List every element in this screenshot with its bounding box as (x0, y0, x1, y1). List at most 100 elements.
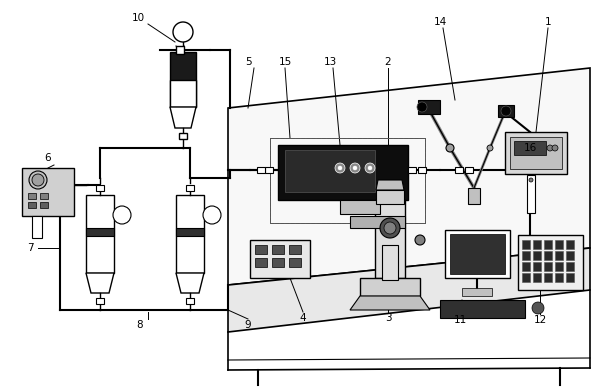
Bar (250, 240, 310, 278)
Circle shape (384, 222, 396, 234)
Bar (28, 202, 36, 208)
Bar (86, 195, 114, 273)
Bar (285, 150, 375, 192)
Bar (555, 251, 563, 260)
Bar (522, 273, 530, 282)
Bar (418, 100, 440, 114)
Text: 10: 10 (131, 13, 144, 23)
Circle shape (365, 163, 375, 173)
Circle shape (446, 144, 454, 152)
Circle shape (368, 166, 372, 170)
Circle shape (29, 171, 47, 189)
Text: 2: 2 (385, 57, 391, 67)
Bar (566, 240, 574, 249)
Text: 3: 3 (385, 313, 391, 323)
Bar (350, 216, 405, 228)
Bar (289, 258, 301, 267)
Bar (544, 273, 552, 282)
Bar (375, 200, 405, 278)
Bar (270, 138, 425, 223)
Circle shape (501, 106, 511, 116)
Bar (22, 168, 74, 216)
Circle shape (113, 206, 131, 224)
Bar (86, 228, 114, 236)
Bar (544, 262, 552, 271)
Bar (518, 235, 583, 290)
Bar (522, 251, 530, 260)
Text: 7: 7 (27, 243, 34, 253)
Text: 1: 1 (544, 17, 551, 27)
Bar (555, 273, 563, 282)
Bar (522, 240, 530, 249)
Text: 5: 5 (244, 57, 252, 67)
Bar (527, 175, 535, 213)
Bar (278, 145, 408, 200)
Bar (270, 138, 425, 223)
Circle shape (338, 166, 342, 170)
Bar (257, 167, 265, 173)
Polygon shape (176, 273, 204, 293)
Text: 14: 14 (433, 17, 447, 27)
Bar (440, 300, 525, 318)
Bar (255, 245, 267, 254)
Bar (566, 251, 574, 260)
Bar (170, 52, 196, 107)
Bar (522, 262, 530, 271)
Bar (255, 258, 267, 267)
Circle shape (415, 235, 425, 245)
Bar (465, 167, 473, 173)
Circle shape (350, 163, 360, 173)
Polygon shape (170, 107, 196, 128)
Polygon shape (228, 248, 590, 332)
Bar (555, 240, 563, 249)
Circle shape (417, 102, 427, 112)
Circle shape (532, 302, 544, 314)
Bar (533, 273, 541, 282)
Bar (382, 245, 398, 280)
Circle shape (529, 178, 533, 182)
Bar (533, 251, 541, 260)
Text: 11: 11 (453, 315, 467, 325)
Bar (455, 167, 463, 173)
Bar (462, 288, 492, 296)
Text: 13: 13 (323, 57, 337, 67)
Bar (176, 46, 184, 54)
Bar (408, 167, 416, 173)
Bar (40, 202, 48, 208)
Bar (566, 273, 574, 282)
Text: 12: 12 (533, 315, 547, 325)
Circle shape (203, 206, 221, 224)
Bar (289, 245, 301, 254)
Polygon shape (228, 68, 590, 285)
Text: 4: 4 (300, 313, 306, 323)
Bar (510, 137, 562, 169)
Bar (533, 262, 541, 271)
Bar (555, 262, 563, 271)
Bar (566, 262, 574, 271)
Text: 9: 9 (244, 320, 252, 330)
Polygon shape (376, 180, 404, 190)
Circle shape (32, 174, 44, 186)
Bar (533, 240, 541, 249)
Bar (544, 251, 552, 260)
Bar (265, 167, 273, 173)
Bar (272, 245, 284, 254)
Bar (340, 200, 380, 214)
Bar (40, 193, 48, 199)
Bar (360, 278, 420, 296)
Bar (28, 193, 36, 199)
Bar (272, 258, 284, 267)
Text: 16: 16 (524, 143, 537, 153)
Circle shape (487, 145, 493, 151)
Bar (468, 188, 480, 204)
Bar (176, 228, 204, 236)
Bar (96, 185, 104, 191)
Circle shape (173, 22, 193, 42)
Polygon shape (350, 296, 430, 310)
Bar (96, 298, 104, 304)
Bar (179, 133, 187, 139)
Text: 6: 6 (45, 153, 52, 163)
Circle shape (547, 145, 553, 151)
Bar (450, 234, 505, 274)
Bar (498, 105, 514, 117)
